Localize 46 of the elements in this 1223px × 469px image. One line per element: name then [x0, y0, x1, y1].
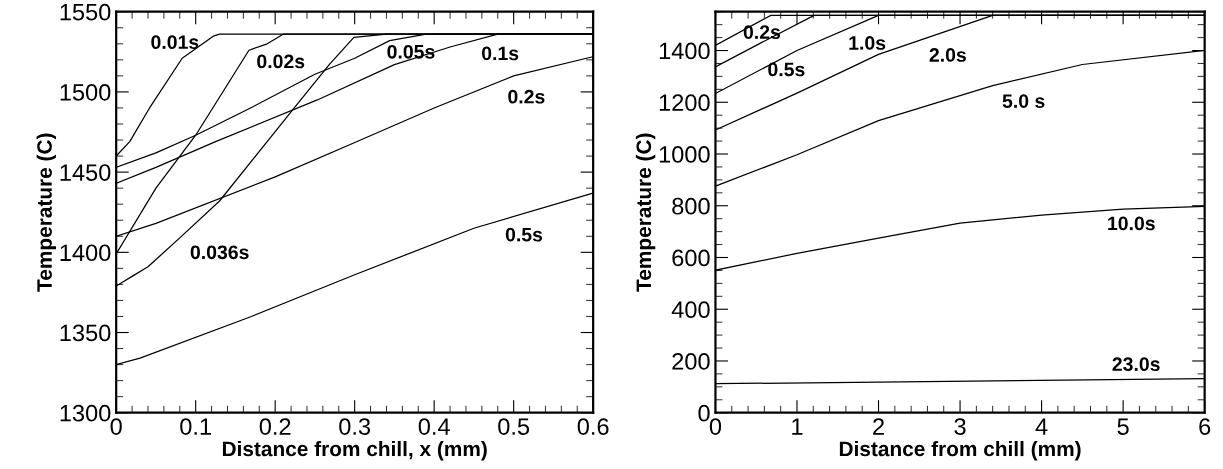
x-axis-title: Distance from chill (mm) [839, 440, 1081, 461]
annotation: 0.02s [257, 54, 305, 69]
x-tick-label: 0.4 [418, 418, 450, 435]
y-tick-label: 200 [672, 353, 710, 370]
annotation: 23.0s [1112, 357, 1160, 372]
annotation: 10.0s [1108, 216, 1155, 231]
x-tick-label: 0 [709, 418, 722, 435]
annotation: 1.0s [849, 36, 886, 50]
x-tick-label: 0.1 [180, 418, 211, 435]
annotation: 0.5s [505, 227, 543, 242]
x-tick-label: 4 [1035, 418, 1048, 435]
y-tick-label: 1550 [60, 3, 111, 21]
y-tick-label: 1500 [60, 83, 111, 101]
y-tick-label: 400 [671, 301, 710, 319]
x-tick-label: 0.3 [339, 418, 371, 435]
x-tick-label: 5 [1117, 418, 1129, 435]
annotation: 0.1s [481, 46, 519, 61]
y-tick-label: 1000 [659, 146, 710, 163]
y-tick-label: 1300 [60, 404, 111, 422]
x-tick-label: 1 [792, 418, 803, 435]
annotation: 0.5s [768, 62, 805, 77]
y-tick-label: 600 [672, 249, 710, 267]
x-tick-label: 0 [110, 418, 122, 435]
annotation: 0.2s [508, 89, 545, 104]
x-axis-title: Distance from chill, x (mm) [222, 440, 487, 461]
x-tick-label: 6 [1199, 418, 1211, 435]
y-tick-label: 800 [672, 197, 710, 215]
y-tick-label: 1400 [659, 42, 710, 60]
x-tick-label: 0.2 [259, 418, 291, 435]
y-tick-label: 1450 [60, 164, 111, 181]
x-tick-label: 0.6 [577, 418, 609, 435]
annotation: 0.05s [387, 44, 435, 59]
y-axis-title: Temperature (C) [36, 133, 57, 292]
y-axis-title: Temperature (C) [635, 133, 656, 292]
x-tick-label: 0.5 [498, 418, 530, 435]
y-tick-label: 1400 [60, 244, 111, 262]
x-tick-label: 2 [873, 418, 884, 435]
annotation: 0.01s [151, 35, 199, 50]
annotation: 5.0 s [1002, 94, 1045, 108]
y-tick-label: 1200 [659, 94, 710, 112]
y-tick-label: 1350 [60, 324, 111, 342]
annotation: 0.036s [190, 245, 249, 260]
annotation: 2.0s [929, 48, 966, 62]
annotation: 0.2s [743, 25, 781, 39]
x-tick-label: 3 [954, 418, 966, 435]
y-tick-label: 0 [698, 404, 710, 422]
